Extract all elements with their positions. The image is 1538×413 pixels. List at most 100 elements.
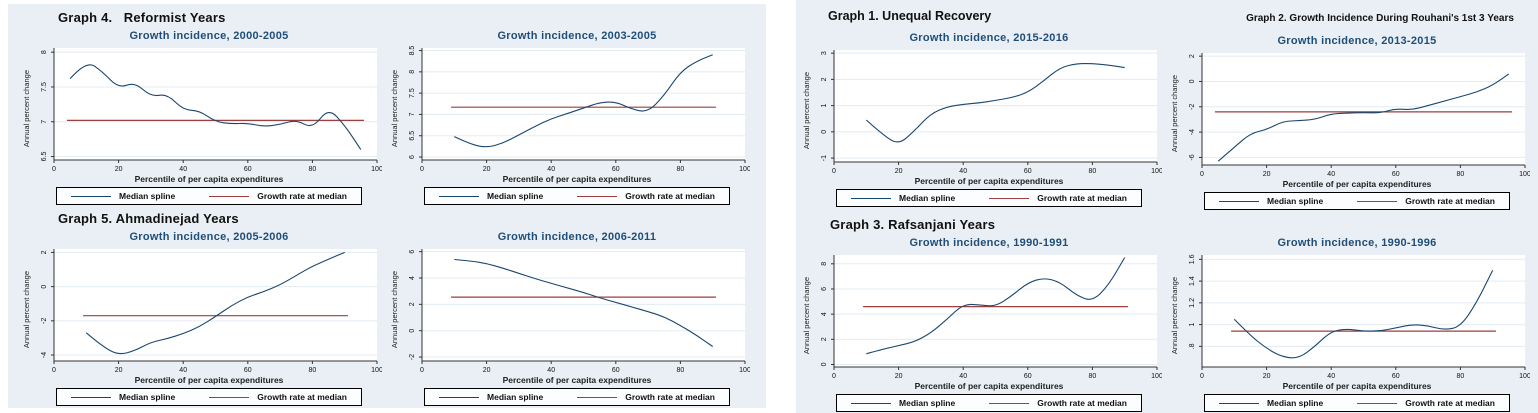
x-tick-label: 80 (309, 166, 317, 173)
y-axis-label: Annual percent change (22, 271, 31, 349)
legend-label-growth-rate: Growth rate at median (625, 392, 715, 402)
median-spline-line (454, 54, 713, 148)
legend-label-median-spline: Median spline (1267, 196, 1324, 206)
median-spline-swatch (439, 195, 480, 197)
y-tick-label: 7 (41, 120, 48, 124)
chart-legend: Median spline Growth rate at median (1204, 394, 1510, 412)
x-tick-label: 60 (1392, 373, 1400, 380)
x-tick-label: 60 (1024, 373, 1032, 380)
legend-item-growth-rate: Growth rate at median (989, 398, 1127, 408)
y-tick-label: -2 (409, 354, 416, 360)
x-tick-label: 0 (1200, 373, 1204, 380)
legend-item-median-spline: Median spline (851, 398, 955, 408)
plot-wrap: Annual percent change -4 -2 0 2 0 20 40 60 80 100 (22, 244, 382, 376)
legend-item-median-spline: Median spline (439, 392, 543, 402)
median-spline-line (85, 251, 345, 355)
y-tick-label: -2 (1189, 104, 1196, 110)
growth-incidence-chart: Growth incidence, 2005-2006 Annual perce… (18, 228, 386, 406)
chart-legend: Median spline Growth rate at median (56, 187, 362, 205)
y-tick-label: 6 (409, 155, 416, 159)
growth-rate-swatch (1357, 200, 1398, 202)
median-spline-swatch (851, 197, 892, 199)
legend-label-median-spline: Median spline (899, 193, 956, 203)
x-tick-label: 60 (612, 166, 620, 173)
growth-rate-swatch (989, 197, 1030, 199)
x-tick-label: 20 (1263, 373, 1271, 380)
median-spline-line (69, 64, 362, 150)
legend-label-median-spline: Median spline (119, 191, 176, 201)
median-spline-swatch (1219, 200, 1260, 202)
x-tick-label: 100 (371, 166, 382, 173)
graph-section: Graph 4. Reformist Years Growth incidenc… (8, 4, 766, 205)
growth-incidence-chart: Graph 2. Growth Incidence During Rouhani… (1166, 7, 1534, 210)
median-spline-swatch (71, 396, 112, 398)
y-tick-label: 1 (821, 104, 828, 108)
y-tick-label: 4 (821, 312, 828, 316)
legend-item-growth-rate: Growth rate at median (209, 191, 347, 201)
y-tick-label: -2 (41, 318, 48, 324)
y-axis-label: Annual percent change (1170, 75, 1179, 153)
median-spline-line (865, 63, 1125, 143)
legend-label-growth-rate: Growth rate at median (1037, 398, 1127, 408)
y-tick-label: 3 (821, 51, 828, 55)
growth-incidence-chart: Growth incidence, 2000-2005 Annual perce… (18, 27, 386, 205)
graph-section: Graph 3. Rafsanjani Years Growth inciden… (796, 210, 1538, 412)
chart-title: Growth incidence, 2005-2006 (129, 231, 289, 243)
chart-title: Growth incidence, 1990-1996 (1277, 237, 1437, 249)
y-tick-label: 1.6 (1189, 254, 1196, 264)
x-tick-label: 100 (1151, 168, 1162, 175)
legend-label-growth-rate: Growth rate at median (1037, 193, 1127, 203)
x-tick-label: 100 (1519, 171, 1530, 178)
x-tick-label: 40 (1327, 171, 1335, 178)
x-axis-label: Percentile of per capita expenditures (502, 375, 652, 385)
y-tick-label: 7 (409, 112, 416, 116)
median-spline-line (1233, 269, 1494, 359)
x-tick-label: 60 (612, 367, 620, 374)
growth-rate-swatch (577, 396, 618, 398)
x-tick-label: 0 (420, 166, 424, 173)
legend-item-growth-rate: Growth rate at median (989, 193, 1127, 203)
graph-heading: Graph 2. Growth Incidence During Rouhani… (1246, 13, 1514, 24)
x-axis-label: Percentile of per capita expenditures (134, 375, 284, 385)
legend-item-median-spline: Median spline (71, 191, 175, 201)
median-spline-swatch (71, 195, 112, 197)
charts-row: Growth incidence, 2005-2006 Annual perce… (18, 228, 766, 406)
legend-label-growth-rate: Growth rate at median (257, 191, 347, 201)
x-axis-label: Percentile of per capita expenditures (502, 174, 652, 184)
x-tick-label: 60 (244, 367, 252, 374)
y-tick-label: 1 (1189, 323, 1196, 327)
charts-row: Growth incidence, 2000-2005 Annual perce… (18, 27, 766, 205)
y-tick-label: 6.5 (41, 152, 48, 162)
legend-label-growth-rate: Growth rate at median (625, 191, 715, 201)
section-heading: Graph 5. Ahmadinejad Years (58, 211, 239, 226)
legend-label-growth-rate: Growth rate at median (1405, 196, 1495, 206)
chart-plot-area: -1 0 1 2 3 0 20 40 60 80 100 (821, 50, 1162, 175)
y-axis-label: Annual percent change (390, 271, 399, 349)
chart-legend: Median spline Growth rate at median (56, 388, 362, 406)
chart-title: Growth incidence, 2013-2015 (1277, 35, 1437, 47)
y-tick-label: 8 (41, 50, 48, 54)
section-heading: Graph 3. Rafsanjani Years (830, 217, 996, 232)
plot-wrap: Annual percent change 6 6.5 7 7.5 8 8.5 0 20 40 6… (390, 43, 750, 175)
growth-incidence-chart: Growth incidence, 1990-1996 Annual perce… (1166, 234, 1534, 412)
y-tick-label: 0 (41, 285, 48, 289)
chart-plot-area: .8 1 1.2 1.4 1.6 0 20 40 60 80 100 (1189, 254, 1530, 380)
plot-wrap: Annual percent change .8 1 1.2 1.4 1.6 0 20 40 6… (1170, 250, 1530, 382)
x-tick-label: 0 (1200, 171, 1204, 178)
x-tick-label: 40 (959, 168, 967, 175)
growth-incidence-chart: Graph 1. Unequal Recovery Growth inciden… (798, 7, 1166, 207)
graph-section: Graph 5. Ahmadinejad Years Growth incide… (8, 205, 766, 406)
growth-rate-swatch (209, 396, 250, 398)
growth-incidence-chart: Growth incidence, 2003-2005 Annual perce… (386, 27, 754, 205)
x-tick-label: 80 (1457, 171, 1465, 178)
plot-wrap: Annual percent change -1 0 1 2 3 0 20 40 60 80 100 (802, 45, 1162, 177)
y-tick-label: -6 (1189, 154, 1196, 160)
x-axis-label: Percentile of per capita expenditures (914, 176, 1064, 186)
x-tick-label: 80 (677, 367, 685, 374)
graph-heading: Graph 1. Unequal Recovery (828, 9, 992, 23)
y-tick-label: 0 (821, 130, 828, 134)
legend-item-growth-rate: Growth rate at median (1357, 196, 1495, 206)
legend-item-median-spline: Median spline (851, 193, 955, 203)
